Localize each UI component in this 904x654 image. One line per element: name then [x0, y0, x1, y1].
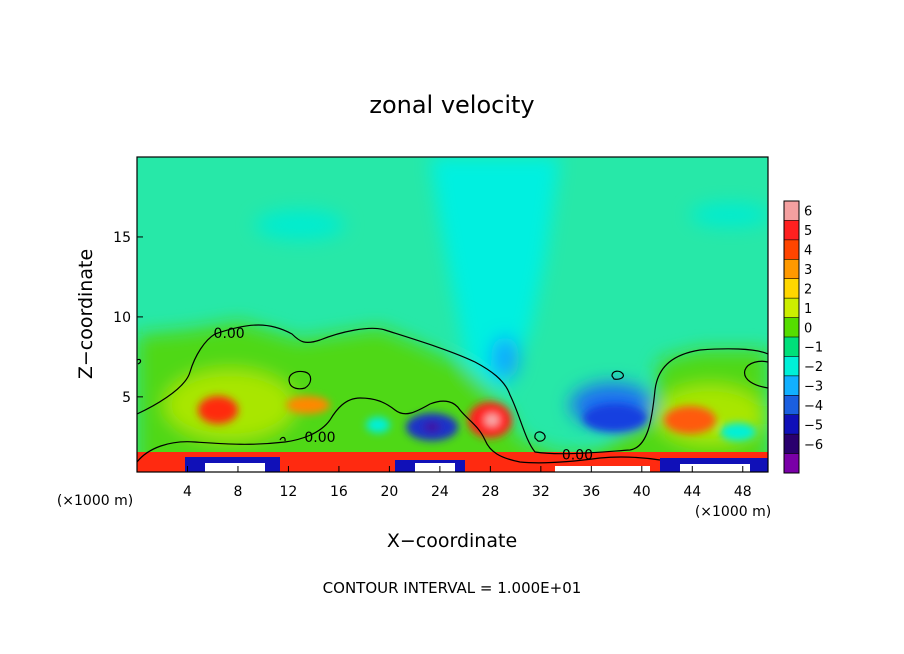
x-tick-label: 36	[582, 484, 600, 500]
contour-zero-edge	[137, 358, 142, 365]
colorbar-label: 3	[804, 263, 812, 278]
contour-zero-right	[743, 360, 768, 389]
x-tick-label: 4	[183, 484, 192, 500]
contour-zero-loop-3	[611, 370, 624, 380]
x-tick-label: 32	[532, 484, 550, 500]
colorbar-swatch	[784, 414, 799, 435]
contour-labels: 0.00 0.00 0.00	[214, 326, 593, 464]
pink-core	[485, 414, 499, 426]
x-tick-label: 40	[633, 484, 651, 500]
contour-zero-main	[137, 324, 768, 455]
x-tick-label: 20	[380, 484, 398, 500]
colorbar-label: 1	[804, 302, 812, 317]
colorbar-swatch	[784, 395, 799, 415]
colorbar-swatch	[784, 375, 799, 396]
x-unit-left: (×1000 m)	[57, 493, 133, 509]
x-tick-label: 24	[431, 484, 449, 500]
x-unit-right: (×1000 m)	[695, 504, 771, 520]
colorbar-label: 2	[804, 282, 812, 297]
contour-label: 0.00	[304, 430, 335, 446]
contour-zero-small	[279, 436, 286, 442]
orange-blob-right	[664, 406, 716, 434]
red-blob-left	[198, 396, 238, 424]
colorbar-swatch	[784, 220, 799, 240]
blue-patch-upper	[491, 336, 519, 380]
blue-blob-right	[583, 404, 647, 432]
contour-label: 0.00	[214, 326, 245, 342]
green-lower-region	[137, 322, 768, 472]
orange-blob-mid	[286, 396, 330, 414]
surface-white-4	[680, 464, 750, 472]
colorbar-swatch	[784, 317, 799, 337]
colorbar-label: 0	[804, 321, 812, 336]
purple-core	[424, 422, 440, 432]
plot-frame	[136, 156, 769, 473]
cyan-plume	[430, 157, 560, 390]
colorbar-swatch	[784, 337, 799, 357]
surface-white-3	[555, 466, 650, 472]
cyan-blob-right	[720, 423, 756, 441]
x-axis-label: X−coordinate	[387, 530, 517, 552]
colorbar-swatch	[784, 278, 799, 299]
colorbar-label: −4	[804, 399, 823, 414]
surface-white-2	[415, 463, 455, 472]
surface-white-1	[205, 463, 265, 472]
x-tick-label: 8	[233, 484, 242, 500]
colorbar-swatch	[784, 434, 799, 454]
cyan-right-patch	[690, 203, 768, 227]
colorbar-swatch	[784, 201, 799, 221]
colorbar-swatch	[784, 239, 799, 260]
y-tick-label: 15	[113, 230, 131, 246]
contour-interval-footer: CONTOUR INTERVAL = 1.000E+01	[323, 579, 582, 597]
x-axis-ticks: 4 8 12 16 20 24 28 32 36 40 44 48	[183, 466, 752, 500]
chart-title: zonal velocity	[369, 91, 534, 119]
x-tick-label: 44	[683, 484, 701, 500]
cyan-left-patch	[255, 210, 345, 240]
y-tick-label: 5	[122, 390, 131, 406]
colorbar: 6 5 4 3 2 1 0 −1 −2 −3 −4 −5 −6	[783, 200, 823, 474]
x-tick-label: 48	[734, 484, 752, 500]
colorbar-label: −5	[804, 418, 823, 433]
contour-zero-lower	[137, 397, 661, 464]
colorbar-label: −1	[804, 341, 823, 356]
y-tick-label: 10	[113, 310, 131, 326]
heatmap-field	[137, 157, 768, 472]
contour-zero-loop-2	[534, 431, 546, 442]
colorbar-swatch	[784, 298, 799, 318]
colorbar-label: −3	[804, 380, 823, 395]
colorbar-swatch	[784, 356, 799, 376]
contour-zero-loop-1	[288, 370, 312, 390]
x-tick-label: 28	[481, 484, 499, 500]
colorbar-label: −2	[804, 360, 823, 375]
y-axis-label: Z−coordinate	[75, 249, 97, 379]
colorbar-label: 4	[804, 244, 812, 259]
colorbar-label: −6	[804, 438, 823, 453]
x-tick-label: 12	[280, 484, 298, 500]
colorbar-label: 6	[804, 205, 812, 220]
y-axis-ticks: 5 10 15	[113, 230, 143, 406]
x-tick-label: 16	[330, 484, 348, 500]
colorbar-swatch	[784, 259, 799, 279]
cyan-blob-small	[366, 417, 390, 433]
colorbar-label: 5	[804, 224, 812, 239]
contour-label: 0.00	[562, 447, 593, 463]
colorbar-swatch	[784, 453, 799, 473]
